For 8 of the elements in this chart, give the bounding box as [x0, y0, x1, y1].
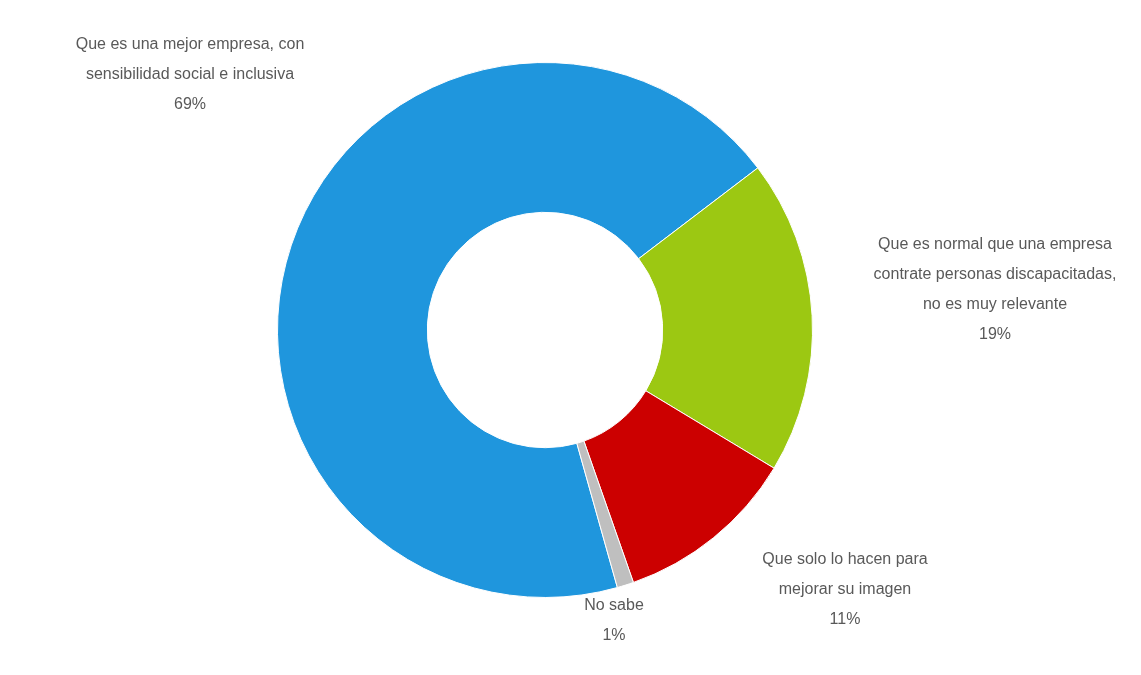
data-label: 1% [602, 626, 626, 644]
slice-label: Que solo lo hacen para mejorar su imagen [762, 550, 928, 598]
data-label: 11% [829, 610, 861, 628]
slice-label: Que es una mejor empresa, con sensibilidad social e inclusiva [75, 35, 305, 83]
slice-label: Que es normal que una empresa contrate personas discapacitadas, no es muy relevante [873, 235, 1117, 313]
data-label: 19% [978, 325, 1012, 343]
slice-label: No sabe [584, 596, 644, 614]
data-label: 69% [173, 95, 207, 113]
